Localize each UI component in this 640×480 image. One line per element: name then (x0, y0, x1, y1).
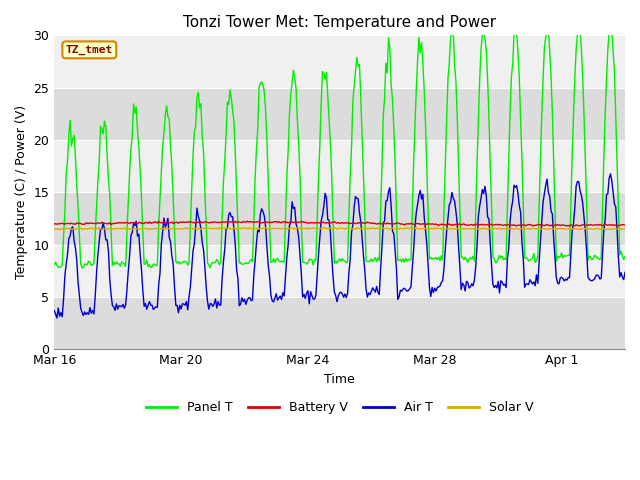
Bar (54, 297, 625, 349)
Bar (54, 245, 625, 297)
Text: TZ_tmet: TZ_tmet (66, 45, 113, 55)
X-axis label: Time: Time (324, 372, 355, 386)
Bar (54, 88, 625, 140)
Title: Tonzi Tower Met: Temperature and Power: Tonzi Tower Met: Temperature and Power (183, 15, 496, 30)
Bar (54, 192, 625, 245)
Bar (54, 36, 625, 88)
Bar (54, 140, 625, 192)
Y-axis label: Temperature (C) / Power (V): Temperature (C) / Power (V) (15, 105, 28, 279)
Legend: Panel T, Battery V, Air T, Solar V: Panel T, Battery V, Air T, Solar V (141, 396, 539, 420)
